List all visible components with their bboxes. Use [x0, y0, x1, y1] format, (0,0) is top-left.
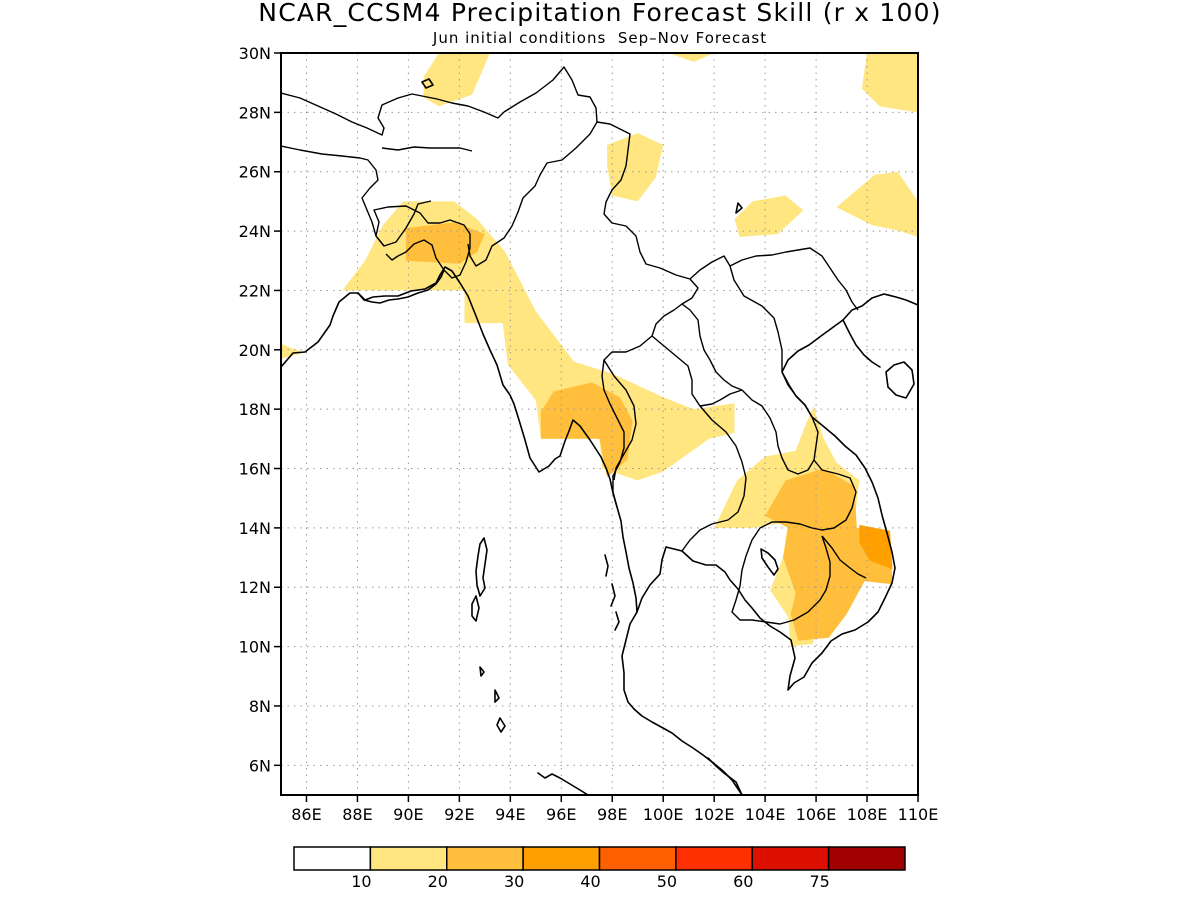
border-thailand-east	[681, 405, 747, 552]
coastline-layer	[281, 78, 918, 795]
border-nepal	[281, 92, 505, 136]
latitude-axis: 30N 28N 26N 24N 22N 20N 18N 16N 14N 12N 10N 8N 6N	[239, 44, 281, 775]
border-nepal-south	[281, 145, 432, 247]
colorbar-swatch-2	[446, 846, 524, 871]
colorbar-swatch-4	[598, 846, 677, 871]
border-vietnam-china	[729, 247, 859, 311]
skill-region-10-20-0	[423, 53, 490, 107]
lat-tick-label: 18N	[239, 400, 271, 419]
border-laos	[681, 255, 819, 475]
colorbar: 10 20 30 40 50 60 75	[293, 846, 906, 891]
lon-tick-label: 88E	[342, 805, 372, 824]
chart-title: NCAR_CCSM4 Precipitation Forecast Skill …	[258, 0, 942, 27]
colorbar-swatch-5	[675, 846, 753, 871]
coastline-malay-east	[707, 757, 743, 795]
colorbar-swatch-6	[751, 846, 830, 871]
lon-tick-label: 106E	[796, 805, 837, 824]
skill-region-20-30-11	[765, 468, 893, 641]
colorbar-swatch-1	[369, 846, 448, 871]
coastline-andaman-south	[471, 595, 480, 622]
coastline-sundarbans-delta	[357, 269, 445, 304]
colorbar-label: 75	[809, 872, 829, 891]
lon-tick-label: 96E	[546, 805, 576, 824]
lon-tick-label: 104E	[745, 805, 786, 824]
longitude-axis: 86E 88E 90E 92E 94E 96E 98E 100E 102E 104E 106E 108…	[291, 795, 938, 824]
skill-region-10-20-6	[281, 343, 304, 359]
skill-region-20-30-10	[540, 382, 633, 478]
coastline-mainland	[281, 266, 743, 795]
skill-fill-layer	[281, 53, 918, 647]
border-cambodia	[731, 459, 857, 625]
coastline-nicobar	[479, 666, 506, 733]
lat-tick-label: 16N	[239, 460, 271, 479]
lat-lon-grid	[281, 53, 918, 795]
coastline-gulf-of-tonkin	[842, 319, 881, 368]
chart-subtitle: Jun initial conditions Sep–Nov Forecast	[432, 29, 768, 47]
skill-region-30-40-12	[859, 524, 893, 570]
lat-tick-label: 28N	[239, 103, 271, 122]
lat-tick-label: 14N	[239, 519, 271, 538]
coastline-hainan	[885, 361, 915, 399]
border-myanmar-china	[596, 121, 699, 508]
border-bhutan	[381, 146, 473, 152]
colorbar-swatch-7	[827, 846, 906, 871]
country-borders-layer	[281, 66, 867, 625]
lon-tick-label: 92E	[444, 805, 474, 824]
coastline-andaman-north	[475, 537, 488, 597]
lon-tick-label: 100E	[643, 805, 684, 824]
coastline-mergui-archipelago	[604, 554, 620, 631]
colorbar-swatch-0	[293, 846, 372, 871]
skill-region-10-20-3	[607, 133, 664, 202]
lat-tick-label: 26N	[239, 163, 271, 182]
coastline-gulf-of-thailand	[636, 293, 918, 691]
lat-tick-label: 6N	[249, 756, 271, 775]
lon-tick-label: 94E	[495, 805, 525, 824]
lon-tick-label: 98E	[597, 805, 627, 824]
colorbar-label: 50	[657, 872, 677, 891]
lat-tick-label: 10N	[239, 638, 271, 657]
skill-region-10-20-5	[836, 171, 918, 237]
lat-tick-label: 20N	[239, 341, 271, 360]
skill-region-10-20-4	[734, 195, 804, 237]
lon-tick-label: 90E	[393, 805, 423, 824]
skill-region-10-20-2	[861, 53, 918, 113]
colorbar-label: 40	[580, 872, 600, 891]
lon-tick-label: 110E	[898, 805, 939, 824]
border-vietnam-cambodia-south	[821, 535, 867, 579]
coastline-lakes	[421, 78, 743, 214]
lon-tick-label: 86E	[291, 805, 321, 824]
colorbar-label: 30	[504, 872, 524, 891]
lon-tick-label: 108E	[847, 805, 888, 824]
coastline-tonle-sap	[760, 548, 779, 576]
colorbar-label: 20	[428, 872, 448, 891]
lat-tick-label: 24N	[239, 222, 271, 241]
colorbar-label: 10	[351, 872, 371, 891]
colorbar-swatch-3	[522, 846, 601, 871]
lat-tick-label: 30N	[239, 44, 271, 63]
skill-region-10-20-1	[668, 53, 715, 62]
colorbar-label: 60	[733, 872, 753, 891]
border-myanmar-thailand	[603, 359, 637, 481]
plot-frame	[280, 52, 919, 796]
border-bangladesh	[373, 205, 471, 279]
lat-tick-label: 8N	[249, 697, 271, 716]
lat-tick-label: 22N	[239, 281, 271, 300]
coastline-sumatra	[537, 772, 589, 795]
border-india-myanmar	[467, 66, 598, 267]
lon-tick-label: 102E	[694, 805, 735, 824]
skill-region-20-30-9	[405, 222, 485, 264]
border-laos-thailand	[651, 335, 743, 407]
skill-region-10-20-7	[342, 201, 735, 481]
lat-tick-label: 12N	[239, 578, 271, 597]
